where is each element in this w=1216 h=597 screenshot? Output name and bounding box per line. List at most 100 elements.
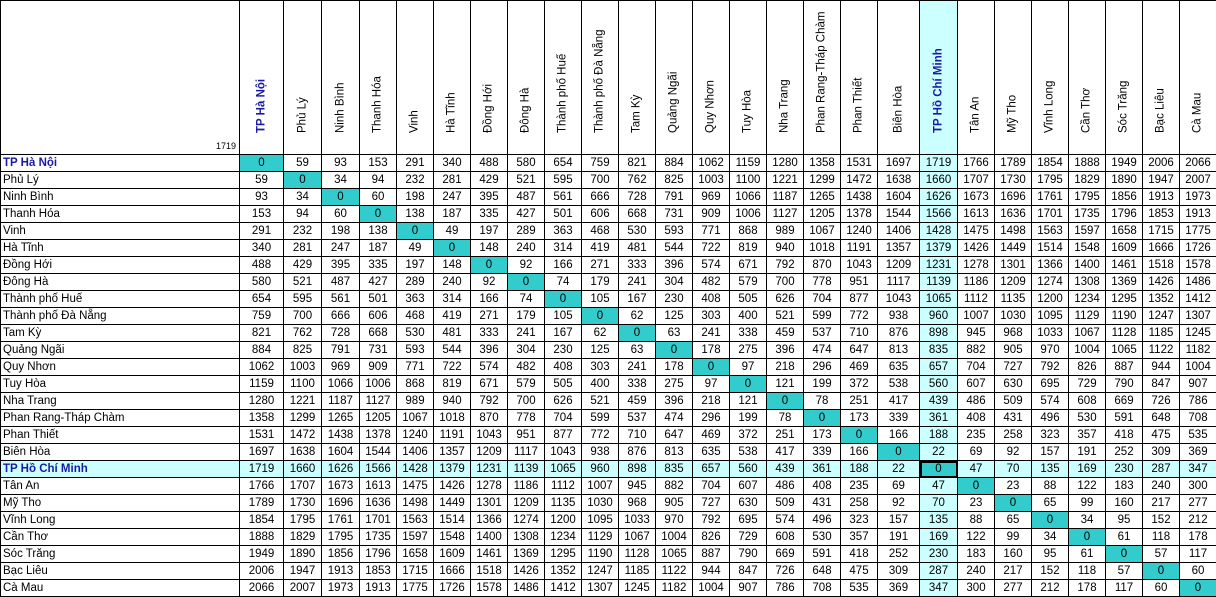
row-header[interactable]: Phủ Lý: [1, 172, 240, 189]
distance-cell[interactable]: 1200: [545, 512, 582, 529]
distance-cell[interactable]: 300: [1180, 478, 1216, 495]
distance-cell[interactable]: 178: [1180, 529, 1216, 546]
distance-cell[interactable]: 240: [434, 274, 471, 291]
distance-cell[interactable]: 626: [767, 291, 804, 308]
column-header[interactable]: Thành phố Huế: [545, 1, 582, 155]
distance-cell[interactable]: 535: [1180, 427, 1216, 444]
distance-cell[interactable]: 1221: [284, 393, 322, 410]
distance-cell[interactable]: 230: [656, 291, 693, 308]
distance-cell[interactable]: 771: [397, 359, 434, 376]
distance-cell[interactable]: 183: [1106, 478, 1143, 495]
distance-cell[interactable]: 277: [1180, 495, 1216, 512]
distance-cell[interactable]: 1182: [1180, 342, 1216, 359]
row-header[interactable]: Bạc Liêu: [1, 563, 240, 580]
distance-cell[interactable]: 0: [582, 308, 619, 325]
distance-cell[interactable]: 1400: [471, 529, 508, 546]
distance-cell[interactable]: 22: [878, 461, 920, 478]
distance-cell[interactable]: 2006: [1143, 155, 1180, 172]
distance-cell[interactable]: 1308: [508, 529, 545, 546]
distance-cell[interactable]: 1406: [878, 223, 920, 240]
distance-cell[interactable]: 0: [1180, 580, 1216, 597]
distance-cell[interactable]: 1563: [397, 512, 434, 529]
distance-cell[interactable]: 2066: [1180, 155, 1216, 172]
distance-cell[interactable]: 1378: [360, 427, 397, 444]
distance-cell[interactable]: 1761: [1032, 189, 1069, 206]
distance-cell[interactable]: 99: [1069, 495, 1106, 512]
distance-cell[interactable]: 1426: [508, 563, 545, 580]
distance-cell[interactable]: 99: [995, 529, 1032, 546]
distance-cell[interactable]: 1707: [958, 172, 995, 189]
distance-cell[interactable]: 166: [841, 444, 878, 461]
distance-cell[interactable]: 704: [804, 291, 841, 308]
distance-cell[interactable]: 1358: [240, 410, 284, 427]
distance-cell[interactable]: 938: [582, 444, 619, 461]
distance-cell[interactable]: 1578: [1180, 257, 1216, 274]
distance-cell[interactable]: 291: [397, 155, 434, 172]
distance-cell[interactable]: 1135: [995, 291, 1032, 308]
distance-cell[interactable]: 951: [508, 427, 545, 444]
distance-cell[interactable]: 847: [730, 563, 767, 580]
distance-cell[interactable]: 560: [920, 376, 958, 393]
distance-cell[interactable]: 481: [434, 325, 471, 342]
distance-cell[interactable]: 635: [878, 359, 920, 376]
distance-cell[interactable]: 232: [284, 223, 322, 240]
distance-cell[interactable]: 0: [1032, 512, 1069, 529]
distance-cell[interactable]: 429: [284, 257, 322, 274]
distance-cell[interactable]: 475: [841, 563, 878, 580]
distance-cell[interactable]: 1475: [958, 223, 995, 240]
distance-cell[interactable]: 1563: [1032, 223, 1069, 240]
distance-cell[interactable]: 960: [582, 461, 619, 478]
distance-cell[interactable]: 1412: [545, 580, 582, 597]
row-header[interactable]: Mỹ Tho: [1, 495, 240, 512]
distance-cell[interactable]: 944: [693, 563, 730, 580]
distance-cell[interactable]: 1065: [1106, 342, 1143, 359]
distance-cell[interactable]: 1449: [995, 240, 1032, 257]
distance-cell[interactable]: 1449: [434, 495, 471, 512]
distance-cell[interactable]: 340: [240, 240, 284, 257]
distance-cell[interactable]: 118: [1069, 563, 1106, 580]
distance-cell[interactable]: 323: [841, 512, 878, 529]
distance-cell[interactable]: 909: [693, 206, 730, 223]
distance-cell[interactable]: 1789: [995, 155, 1032, 172]
row-header[interactable]: Đông Hà: [1, 274, 240, 291]
distance-cell[interactable]: 1913: [1180, 206, 1216, 223]
distance-cell[interactable]: 1461: [471, 546, 508, 563]
distance-cell[interactable]: 1613: [360, 478, 397, 495]
distance-cell[interactable]: 2006: [240, 563, 284, 580]
column-header[interactable]: Hà Tĩnh: [434, 1, 471, 155]
distance-cell[interactable]: 574: [471, 359, 508, 376]
distance-cell[interactable]: 668: [360, 325, 397, 342]
distance-cell[interactable]: 34: [1069, 512, 1106, 529]
distance-cell[interactable]: 538: [878, 376, 920, 393]
distance-cell[interactable]: 1428: [920, 223, 958, 240]
distance-cell[interactable]: 481: [619, 240, 656, 257]
distance-cell[interactable]: 669: [1106, 393, 1143, 410]
distance-cell[interactable]: 1888: [240, 529, 284, 546]
distance-cell[interactable]: 287: [1143, 461, 1180, 478]
distance-cell[interactable]: 160: [995, 546, 1032, 563]
distance-cell[interactable]: 1726: [434, 580, 471, 597]
distance-cell[interactable]: 1307: [1180, 308, 1216, 325]
distance-cell[interactable]: 396: [767, 342, 804, 359]
distance-cell[interactable]: 970: [1032, 342, 1069, 359]
distance-cell[interactable]: 1795: [322, 529, 360, 546]
distance-cell[interactable]: 1696: [995, 189, 1032, 206]
distance-cell[interactable]: 1719: [920, 155, 958, 172]
distance-cell[interactable]: 1726: [1180, 240, 1216, 257]
distance-cell[interactable]: 61: [1069, 546, 1106, 563]
distance-cell[interactable]: 212: [1180, 512, 1216, 529]
distance-cell[interactable]: 1658: [1106, 223, 1143, 240]
distance-cell[interactable]: 1066: [322, 376, 360, 393]
distance-cell[interactable]: 241: [619, 359, 656, 376]
column-header[interactable]: Phan Rang-Tháp Chàm: [804, 1, 841, 155]
distance-cell[interactable]: 648: [1143, 410, 1180, 427]
distance-cell[interactable]: 1265: [322, 410, 360, 427]
distance-cell[interactable]: 314: [545, 240, 582, 257]
distance-cell[interactable]: 59: [240, 172, 284, 189]
distance-cell[interactable]: 0: [730, 376, 767, 393]
distance-cell[interactable]: 647: [656, 427, 693, 444]
distance-cell[interactable]: 309: [878, 563, 920, 580]
distance-cell[interactable]: 275: [730, 342, 767, 359]
distance-cell[interactable]: 671: [730, 257, 767, 274]
distance-cell[interactable]: 34: [1032, 529, 1069, 546]
